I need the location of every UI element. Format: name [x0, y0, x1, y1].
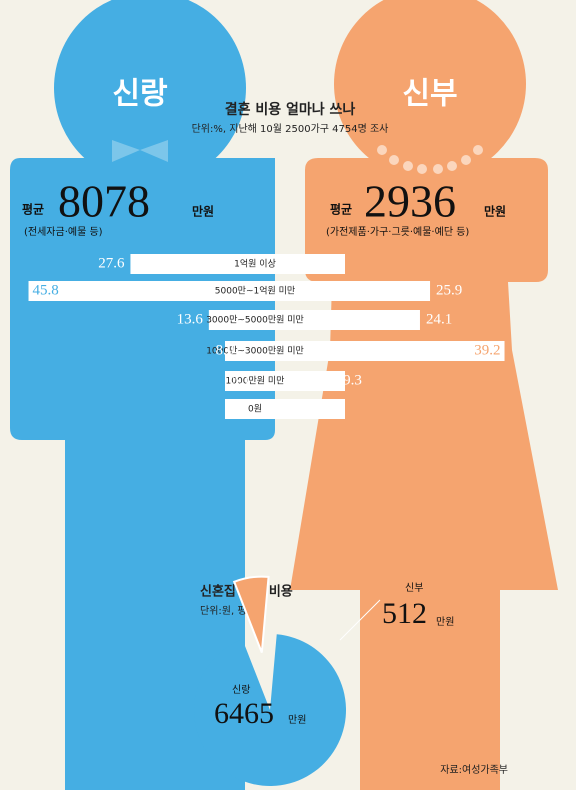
value-label: 24.1 — [426, 311, 452, 327]
value-label: 39.2 — [474, 342, 500, 358]
category-box — [225, 371, 345, 391]
value-label: 45.8 — [33, 282, 59, 298]
chart-title: 결혼 비용 얼마나 쓰나 — [225, 101, 356, 118]
pie-slice — [194, 634, 347, 787]
average-value: 8078 — [58, 176, 150, 227]
category-label: 1000만~3000만원 미만 — [206, 346, 304, 357]
category-label: 1000만원 미만 — [226, 376, 285, 387]
value-label: 25.9 — [436, 282, 462, 298]
value-label: 0.6 — [311, 255, 330, 271]
category-box — [225, 399, 345, 419]
average-label: 평균 — [22, 203, 44, 217]
category-box — [225, 254, 345, 274]
average-note: (전세자금·예물 등) — [24, 226, 103, 238]
average-unit: 만원 — [484, 204, 506, 219]
bar — [28, 281, 286, 301]
value-label: 0 — [272, 400, 280, 416]
category-label: 3000만~5000만원 미만 — [206, 315, 304, 326]
value-label: 9.3 — [343, 372, 362, 388]
groom-label: 신랑 — [112, 77, 168, 112]
value-label: 13.6 — [177, 311, 204, 327]
slice-unit: 만원 — [288, 714, 306, 726]
source: 자료:여성가족부 — [440, 764, 508, 776]
slice-value: 512 — [382, 597, 427, 630]
average-label: 평균 — [330, 203, 352, 217]
slice-category: 신부 — [405, 582, 423, 594]
average-value: 2936 — [364, 176, 456, 227]
value-label: 8.0 — [215, 342, 234, 358]
leader-line — [339, 599, 381, 641]
value-label: 27.6 — [98, 255, 125, 271]
category-box — [225, 310, 345, 330]
chart-subtitle: 단위:%, 지난해 10월 2500가구 4754명 조사 — [192, 122, 389, 135]
slice-category: 신랑 — [232, 684, 250, 696]
necklace — [377, 145, 483, 174]
category-label: 0원 — [248, 404, 262, 415]
category-box — [225, 341, 345, 361]
slice-unit: 만원 — [436, 616, 454, 628]
value-label: 0.8 — [311, 400, 330, 416]
bride-label: 신부 — [402, 77, 457, 112]
pie-slice — [232, 575, 270, 653]
category-label: 1억원 이상 — [234, 258, 276, 270]
category-label: 5000만~1억원 미만 — [215, 285, 295, 297]
average-note: (가전제품·가구·그릇·예물·예단 등) — [326, 226, 469, 238]
value-label: 5.1 — [232, 372, 251, 388]
groom-figure — [10, 0, 275, 790]
category-box — [225, 281, 345, 301]
slice-value: 6465 — [214, 697, 274, 730]
bow-tie — [112, 140, 168, 162]
average-unit: 만원 — [192, 204, 214, 219]
